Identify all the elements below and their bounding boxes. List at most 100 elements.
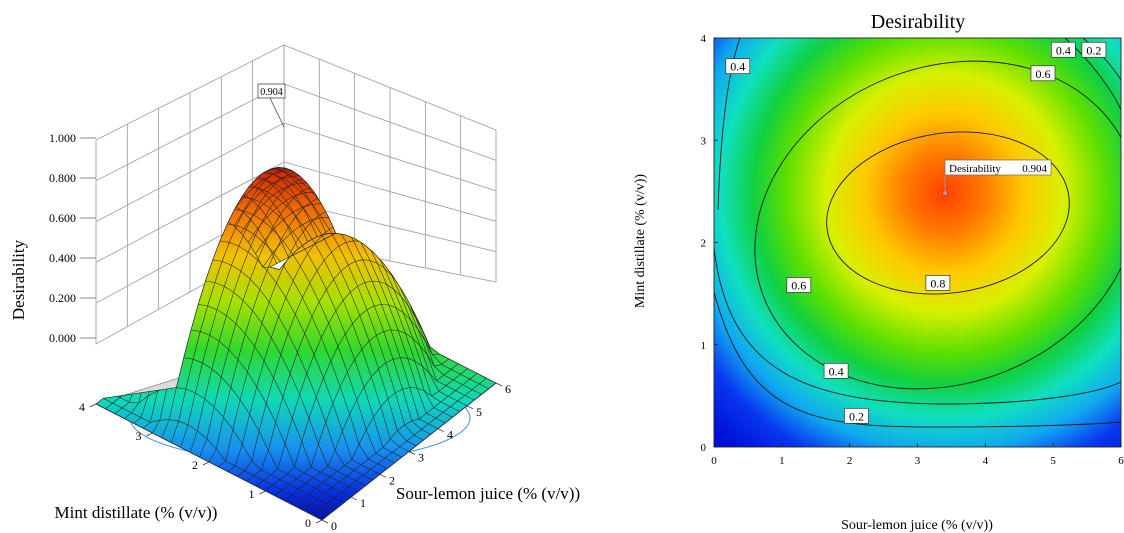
contour-x-tick-label: 2 bbox=[847, 455, 853, 467]
contour-x-axis-label: Sour-lemon juice (% (v/v)) bbox=[841, 518, 993, 533]
y-tick-labels: 0 1 2 3 4 bbox=[79, 400, 323, 530]
y-tick-mark bbox=[259, 490, 266, 495]
contour-x-tick-label: 5 bbox=[1050, 455, 1056, 467]
z-tick-labels: 0.000 0.200 0.400 0.600 0.800 1.000 bbox=[49, 131, 96, 345]
contour-level-0.6 bbox=[754, 60, 1121, 390]
contour-x-tick-label: 6 bbox=[1118, 455, 1124, 467]
y-tick-mark bbox=[146, 432, 153, 437]
y-axis-label: Mint distillate (% (v/v)) bbox=[55, 503, 218, 522]
contour-x-tick-label: 0 bbox=[711, 455, 717, 467]
contour-label: 0.4 bbox=[1056, 43, 1071, 57]
y-tick-mark bbox=[315, 519, 323, 524]
contour-level-0.8 bbox=[826, 131, 1070, 295]
contour-background bbox=[714, 38, 1121, 447]
contour-label-box bbox=[925, 275, 951, 291]
contour-label: 0.4 bbox=[730, 60, 745, 74]
contour-labels: 0.4 0.4 0.2 0.6 0.6 0.8 0.4 0.2 bbox=[725, 41, 1107, 424]
surface-grid-line-y bbox=[293, 368, 468, 506]
y-tick-label: 0 bbox=[305, 516, 311, 530]
surface-grid-line-y bbox=[284, 357, 459, 501]
x-axis-label: Sour-lemon juice (% (v/v)) bbox=[396, 484, 580, 503]
y-tick-label: 1 bbox=[249, 487, 255, 501]
contour-x-tick-label: 1 bbox=[779, 455, 785, 467]
contour-label-box bbox=[1050, 41, 1076, 58]
contour-label: 0.6 bbox=[791, 278, 806, 292]
x-tick-label: 0 bbox=[331, 519, 337, 533]
surface-plot: 0.904 0.000 0.200 0.400 0.600 0.800 1.000 Des… bbox=[9, 44, 580, 533]
contour-label-box bbox=[725, 58, 751, 74]
x-tick-mark bbox=[350, 496, 358, 501]
contour-x-tick-label: 3 bbox=[915, 455, 921, 467]
x-tick-mark bbox=[379, 474, 387, 478]
max-marker-line bbox=[269, 97, 285, 128]
contour-label: 0.2 bbox=[849, 409, 864, 423]
surface-grid-line-y bbox=[274, 329, 450, 497]
contour-y-tick-label: 2 bbox=[701, 238, 707, 250]
contour-y-tick-label: 1 bbox=[701, 340, 707, 352]
x-tick-labels: 0 1 2 3 4 5 6 bbox=[321, 382, 511, 533]
contour-y-tick-label: 4 bbox=[701, 33, 707, 45]
surface-grid-line-y bbox=[265, 304, 440, 492]
max-label-box bbox=[257, 83, 286, 99]
x-tick-mark bbox=[321, 519, 329, 524]
surface-grid-line-y bbox=[255, 280, 431, 487]
z-tick-label: 0.000 bbox=[49, 331, 76, 345]
surface-grid-line-y bbox=[312, 377, 487, 516]
y-axis: 0 1 2 3 4 Mint distillate (% (v/v)) bbox=[55, 400, 323, 530]
max-label: 0.904 bbox=[260, 87, 283, 98]
x-tick-label: 4 bbox=[447, 428, 453, 442]
y-tick-mark bbox=[202, 461, 210, 466]
x-tick-label: 2 bbox=[389, 473, 395, 487]
optimum-label: Desirability bbox=[949, 163, 1001, 175]
contour-x-tick-label: 4 bbox=[983, 455, 989, 467]
optimum-box bbox=[944, 159, 1052, 176]
x-tick-label: 6 bbox=[505, 382, 511, 396]
z-tick-label: 0.400 bbox=[49, 251, 76, 265]
contour-y-tick-label: 0 bbox=[701, 442, 707, 454]
contour-x-ticks: 0 1 2 3 4 5 6 bbox=[711, 443, 1124, 467]
z-axis-label: Desirability bbox=[9, 239, 28, 320]
wall-gridline bbox=[95, 122, 497, 222]
surface-grid-line-y bbox=[161, 167, 337, 438]
contour-y-tick-label: 3 bbox=[701, 135, 707, 147]
contour-label: 0.4 bbox=[829, 364, 844, 378]
contour-label-box bbox=[823, 362, 849, 379]
x-axis: 0 1 2 3 4 5 6 Sour-lemon juice (% (v/v)) bbox=[321, 382, 580, 533]
contour-title: Desirability bbox=[871, 11, 965, 33]
y-tick-label: 2 bbox=[192, 458, 198, 472]
surface-grid-line-y bbox=[246, 259, 421, 482]
contour-lines bbox=[714, 38, 1121, 428]
x-tick-mark bbox=[495, 382, 503, 387]
wall-gridline bbox=[95, 161, 497, 263]
contour-label-box bbox=[1081, 41, 1107, 58]
contour-y-axis-label: Mint distillate (% (v/v)) bbox=[633, 174, 648, 308]
surface-grid-line-y bbox=[303, 373, 478, 511]
contour-plot: Desirability 0.4 0.4 0.2 0.6 0.6 0.8 0.4 0.2 De… bbox=[633, 11, 1124, 533]
z-tick-label: 0.600 bbox=[49, 211, 76, 225]
z-tick-label: 0.200 bbox=[49, 291, 76, 305]
x-tick-mark bbox=[437, 428, 445, 432]
optimum-annotation: Desirability 0.904 bbox=[943, 159, 1052, 195]
x-tick-label: 3 bbox=[418, 451, 424, 465]
contour-label: 0.8 bbox=[930, 276, 945, 290]
contour-label-box bbox=[1030, 65, 1056, 82]
y-tick-label: 3 bbox=[136, 429, 142, 443]
x-tick-mark bbox=[408, 451, 416, 455]
contour-label-box bbox=[786, 277, 812, 293]
contour-level-0.2 bbox=[714, 38, 1121, 428]
x-tick-label: 5 bbox=[476, 405, 482, 419]
z-axis: 0.000 0.200 0.400 0.600 0.800 1.000 Desirabil… bbox=[9, 131, 96, 345]
contour-label: 0.6 bbox=[1035, 67, 1050, 81]
z-tick-label: 1.000 bbox=[49, 131, 76, 145]
contour-y-ticks: 0 1 2 3 4 bbox=[701, 33, 718, 454]
back-walls bbox=[95, 44, 497, 345]
z-tick-label: 0.800 bbox=[49, 171, 76, 185]
contour-field: 0.4 0.4 0.2 0.6 0.6 0.8 0.4 0.2 bbox=[714, 38, 1121, 447]
y-tick-label: 4 bbox=[79, 400, 85, 414]
x-tick-label: 1 bbox=[360, 496, 366, 510]
optimum-value: 0.904 bbox=[1022, 163, 1047, 175]
y-tick-mark bbox=[89, 403, 97, 408]
contour-label: 0.2 bbox=[1086, 43, 1101, 57]
x-tick-mark bbox=[466, 405, 474, 410]
